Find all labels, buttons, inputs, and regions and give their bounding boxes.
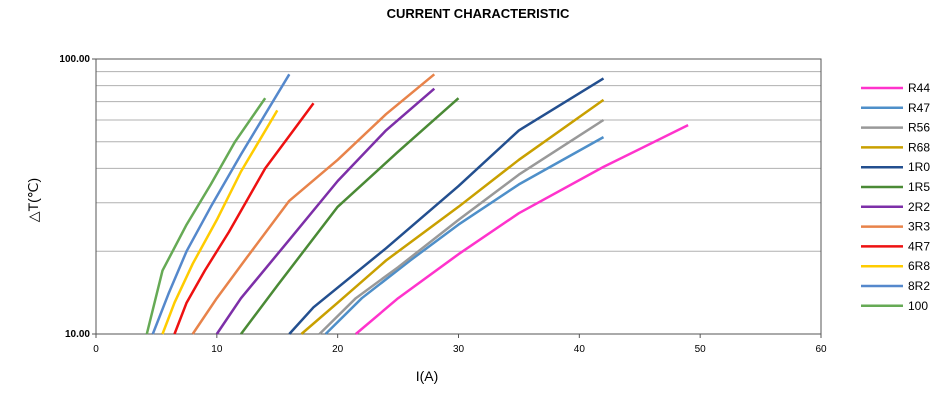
series-line-3r3 — [191, 73, 436, 335]
legend-label-8r2: 8R2 — [908, 279, 930, 293]
y-axis-label: △T(℃) — [25, 178, 41, 222]
legend-label-r47: R47 — [908, 101, 930, 115]
series-line-1r0 — [288, 77, 605, 335]
chart-title: CURRENT CHARACTERISTIC — [387, 6, 570, 21]
y-axis-ticks: 10.00 100.00 — [59, 54, 96, 340]
x-tick-label: 60 — [815, 344, 827, 355]
series-line-6r8 — [161, 109, 279, 335]
legend-label-3r3: 3R3 — [908, 220, 930, 234]
legend-label-1r5: 1R5 — [908, 180, 930, 194]
series-line-2r2 — [215, 87, 436, 335]
series-line-r47 — [324, 136, 605, 335]
series-line-8r2 — [151, 73, 291, 335]
legend: R44 R47 R56 R68 1R0 1R5 2R2 3R3 4R7 6R8 8R2 100 — [861, 81, 930, 313]
x-axis-ticks: 0 10 20 30 40 50 60 — [93, 334, 827, 355]
legend-label-r68: R68 — [908, 140, 930, 154]
series-line-1r5 — [239, 97, 460, 335]
series-line-r56 — [318, 118, 605, 335]
legend-label-2r2: 2R2 — [908, 200, 930, 214]
legend-label-100: 100 — [908, 299, 928, 313]
series-line-r68 — [300, 98, 605, 335]
y-tick-label: 10.00 — [65, 329, 90, 340]
y-tick-label: 100.00 — [59, 54, 90, 65]
x-tick-label: 10 — [211, 344, 223, 355]
series-line-r44 — [354, 123, 689, 335]
x-tick-label: 30 — [453, 344, 465, 355]
legend-label-r44: R44 — [908, 81, 930, 95]
series-line-4r7 — [173, 102, 315, 335]
series-line-100 — [145, 97, 267, 335]
legend-label-6r8: 6R8 — [908, 259, 930, 273]
legend-label-r56: R56 — [908, 121, 930, 135]
x-tick-label: 40 — [574, 344, 586, 355]
x-axis-label: I(A) — [416, 368, 439, 384]
legend-label-1r0: 1R0 — [908, 160, 930, 174]
x-tick-label: 0 — [93, 344, 99, 355]
series-lines — [145, 73, 689, 335]
legend-label-4r7: 4R7 — [908, 239, 930, 253]
x-tick-label: 50 — [695, 344, 707, 355]
x-tick-label: 20 — [332, 344, 344, 355]
grid-lines — [96, 71, 821, 252]
